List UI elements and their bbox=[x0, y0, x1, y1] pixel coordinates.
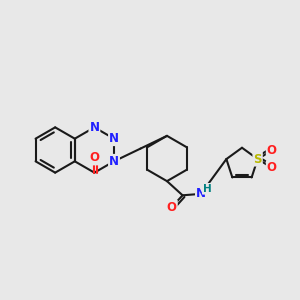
Text: O: O bbox=[89, 152, 99, 164]
Text: O: O bbox=[267, 144, 277, 157]
Text: N: N bbox=[89, 121, 99, 134]
Text: H: H bbox=[203, 184, 212, 194]
Text: N: N bbox=[196, 188, 206, 200]
Text: O: O bbox=[267, 161, 277, 174]
Text: N: N bbox=[109, 132, 119, 145]
Text: S: S bbox=[254, 153, 262, 166]
Text: O: O bbox=[167, 201, 177, 214]
Text: N: N bbox=[109, 155, 119, 168]
